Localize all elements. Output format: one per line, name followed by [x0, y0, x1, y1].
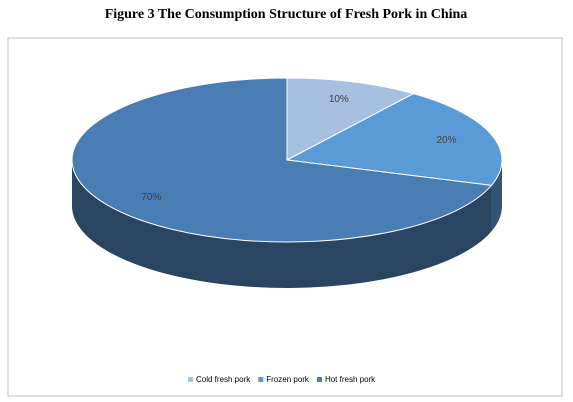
slice	[285, 93, 503, 186]
data-label: 20%	[436, 135, 456, 146]
legend-label: Cold fresh pork	[196, 375, 251, 384]
legend-label: Frozen pork	[266, 375, 310, 384]
legend-label: Hot fresh pork	[325, 375, 376, 384]
data-label: 10%	[329, 94, 349, 105]
legend-swatch	[188, 377, 193, 382]
slice	[286, 77, 415, 161]
chart-title: Figure 3 The Consumption Structure of Fr…	[105, 7, 468, 22]
legend-swatch	[258, 377, 264, 382]
slice-side	[491, 160, 502, 232]
slice	[71, 77, 493, 243]
legend-swatch	[316, 377, 322, 382]
slice-side	[71, 160, 492, 288]
data-label: 70%	[141, 192, 161, 203]
